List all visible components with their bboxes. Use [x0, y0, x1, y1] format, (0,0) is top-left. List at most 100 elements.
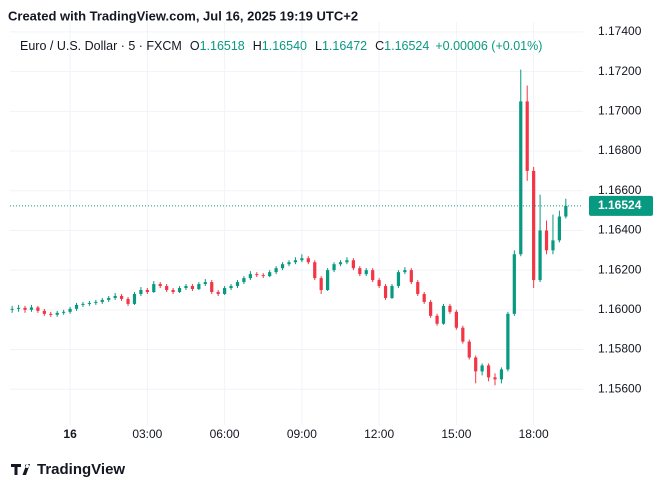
candle-body [62, 311, 66, 313]
candle-body [345, 260, 349, 263]
x-tick-label: 18:00 [519, 427, 549, 441]
candle-body [87, 302, 92, 304]
candle-body [184, 286, 188, 289]
candle-body [210, 282, 214, 292]
y-tick-label: 1.15600 [598, 381, 642, 395]
y-tick-label: 1.16000 [598, 302, 642, 316]
candle-body [177, 288, 182, 292]
candle-body [364, 270, 368, 275]
candle-body [274, 268, 278, 273]
candle-body [319, 278, 323, 291]
candle-body [474, 357, 478, 372]
candle-body [422, 293, 426, 302]
candle-body [152, 284, 156, 292]
candle-body [55, 312, 59, 315]
y-tick-label: 1.16200 [598, 262, 642, 276]
candle-body [525, 101, 529, 171]
footer-text: TradingView [37, 461, 125, 478]
ohlc-label: C [375, 39, 384, 53]
logo-icon [11, 464, 30, 475]
candle-body [197, 284, 201, 290]
symbol-title: Euro / U.S. Dollar · 5 · FXCM [20, 39, 182, 53]
candle-body [441, 305, 446, 324]
change-value: +0.00006 (+0.01%) [435, 39, 542, 53]
candle-body [396, 272, 401, 287]
candle-body [107, 297, 111, 300]
x-tick-label: 06:00 [210, 427, 240, 441]
grid [10, 22, 583, 425]
candle-body [10, 308, 14, 310]
candle-body [216, 291, 220, 294]
footer-logo: TradingView [11, 461, 125, 478]
candle-body [171, 290, 175, 292]
last-price-label: 1.16524 [598, 198, 642, 212]
candle-body [113, 295, 117, 298]
overlay: 1.15600 1.15800 1.16000 1.16200 1.16400 1.166… [10, 24, 653, 441]
candle-body [29, 307, 34, 310]
candle-body [519, 101, 523, 255]
candle-body [255, 274, 259, 276]
candle-body [409, 270, 413, 283]
candle-body [564, 205, 568, 217]
ohlc-value: 1.16524 [384, 39, 429, 53]
candle-body [390, 286, 394, 298]
candle-body [94, 301, 98, 303]
y-tick-label: 1.17200 [598, 64, 642, 78]
candle-body [190, 286, 195, 290]
candle-body [145, 290, 149, 292]
x-tick-label: 15:00 [441, 427, 471, 441]
candle-body [358, 268, 362, 275]
candle-body [512, 254, 516, 314]
y-tick-label: 1.17000 [598, 104, 642, 118]
candle-body [435, 315, 439, 324]
candle-body [23, 307, 27, 310]
candle-body [486, 365, 491, 378]
candle-body [313, 262, 317, 279]
ohlc-label: O [190, 39, 200, 53]
candle-body [293, 260, 298, 263]
candle-body [132, 293, 137, 304]
candle-body [242, 278, 246, 283]
y-tick-label: 1.17400 [598, 24, 642, 38]
candle-body [403, 270, 407, 273]
y-tick-label: 1.15800 [598, 342, 642, 356]
candle-body [493, 377, 497, 380]
candle-body [383, 286, 388, 298]
candle-body [377, 280, 381, 287]
candle-body [338, 262, 343, 265]
candle-body [332, 264, 336, 271]
candle-body [126, 298, 130, 304]
candle-body [480, 365, 484, 372]
candle-body [300, 258, 304, 261]
y-tick-label: 1.16400 [598, 223, 642, 237]
candle-body [203, 282, 207, 285]
candle-body [74, 304, 79, 309]
candle-body [165, 286, 169, 291]
last-price-box [589, 195, 653, 216]
candle-body [416, 282, 420, 294]
x-tick-label: 03:00 [132, 427, 162, 441]
candle-body [280, 264, 285, 269]
y-tick-label: 1.16600 [598, 183, 642, 197]
ohlc-label: L [315, 39, 322, 53]
watermark: Created with TradingView.com, Jul 16, 20… [8, 8, 358, 23]
candles [10, 69, 568, 386]
x-tick-label: 09:00 [287, 427, 317, 441]
candle-body [229, 286, 233, 289]
candle-body [454, 311, 458, 328]
candle-body [139, 290, 143, 294]
ohlc-value: 1.16472 [322, 39, 367, 53]
candle-body [235, 282, 240, 287]
x-tick-label: 16 [63, 427, 77, 441]
candle-body [158, 284, 162, 287]
candle-body [119, 295, 124, 299]
candle-body [287, 262, 291, 265]
chart-header: Euro / U.S. Dollar · 5 · FXCM O1.16518 H1.… [20, 39, 542, 53]
candle-body [557, 216, 562, 241]
candle-body [499, 369, 504, 380]
ohlc-label: H [253, 39, 262, 53]
candle-body [68, 308, 72, 312]
candle-body [36, 307, 40, 311]
candle-body [306, 258, 310, 263]
